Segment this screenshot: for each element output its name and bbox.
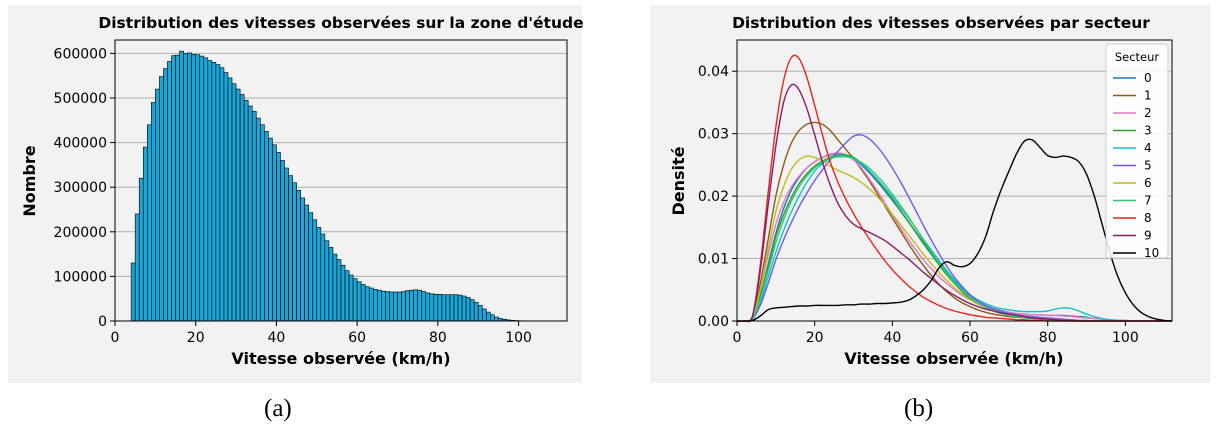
legend-label-6: 6 bbox=[1144, 176, 1152, 190]
legend-label-1: 1 bbox=[1144, 89, 1152, 103]
y-axis-label: Nombre bbox=[20, 145, 39, 216]
x-tick-label: 0 bbox=[733, 330, 742, 346]
x-tick-label: 100 bbox=[1112, 330, 1139, 346]
y-tick-label: 0.02 bbox=[698, 189, 729, 205]
x-tick-label: 60 bbox=[348, 330, 366, 346]
caption-b: (b) bbox=[904, 395, 934, 422]
bars bbox=[130, 50, 556, 322]
caption-a: (a) bbox=[264, 395, 292, 422]
legend-label-9: 9 bbox=[1144, 229, 1152, 243]
x-tick-label: 40 bbox=[883, 330, 901, 346]
x-tick-label: 80 bbox=[1039, 330, 1057, 346]
legend-label-10: 10 bbox=[1144, 246, 1159, 260]
y-tick-label: 100000 bbox=[54, 269, 107, 285]
series-line-10 bbox=[736, 138, 1173, 322]
y-tick-label: 200000 bbox=[54, 225, 107, 241]
y-tick-label: 0.03 bbox=[698, 127, 729, 143]
y-tick-label: 0.01 bbox=[698, 252, 729, 268]
legend: Secteur 0 1 2 3 4 5 6 7 8 9 10 bbox=[1105, 43, 1169, 260]
y-tick-label: 0.00 bbox=[698, 314, 729, 330]
series-line-2 bbox=[736, 152, 1172, 322]
y-tick-label: 600000 bbox=[54, 46, 107, 62]
series-line-4 bbox=[736, 155, 1172, 322]
x-tick-label: 20 bbox=[806, 330, 824, 346]
x-tick-label: 100 bbox=[505, 330, 532, 346]
y-axis-label: Densité bbox=[669, 146, 688, 215]
plot-frame bbox=[736, 39, 1173, 322]
legend-label-0: 0 bbox=[1144, 71, 1152, 85]
x-tick-label: 60 bbox=[961, 330, 979, 346]
legend-title: Secteur bbox=[1115, 50, 1160, 64]
legend-box bbox=[1105, 43, 1169, 259]
legend-label-5: 5 bbox=[1144, 159, 1152, 173]
legend-label-8: 8 bbox=[1144, 211, 1152, 225]
y-tick-label: 400000 bbox=[54, 136, 107, 152]
plot-frame bbox=[114, 39, 568, 322]
legend-label-3: 3 bbox=[1144, 124, 1152, 138]
y-tick-label: 300000 bbox=[54, 180, 107, 196]
legend-label-4: 4 bbox=[1144, 141, 1152, 155]
x-tick-label: 0 bbox=[111, 330, 120, 346]
grid bbox=[737, 70, 1172, 260]
x-axis-label: Vitesse observée (km/h) bbox=[231, 349, 450, 368]
x-tick-label: 20 bbox=[187, 330, 205, 346]
chart-title: Distribution des vitesses observées sur … bbox=[98, 14, 583, 32]
y-tick-label: 0 bbox=[98, 314, 107, 330]
legend-label-2: 2 bbox=[1144, 106, 1152, 120]
x-axis-label: Vitesse observée (km/h) bbox=[844, 349, 1063, 368]
x-tick-label: 80 bbox=[429, 330, 447, 346]
x-tick-label: 40 bbox=[268, 330, 286, 346]
legend-label-7: 7 bbox=[1144, 194, 1152, 208]
x-tick-labels: 0 20 40 60 80 100 bbox=[733, 321, 1139, 346]
y-tick-label: 500000 bbox=[54, 91, 107, 107]
y-tick-labels: 0 100000 200000 300000 400000 500000 600000 bbox=[54, 46, 115, 330]
chart-title: Distribution des vitesses observées par … bbox=[732, 14, 1150, 32]
x-tick-labels: 0 20 40 60 80 100 bbox=[111, 321, 532, 346]
y-tick-labels: 0.00 0.01 0.02 0.03 0.04 bbox=[698, 64, 737, 330]
y-tick-label: 0.04 bbox=[698, 64, 729, 80]
